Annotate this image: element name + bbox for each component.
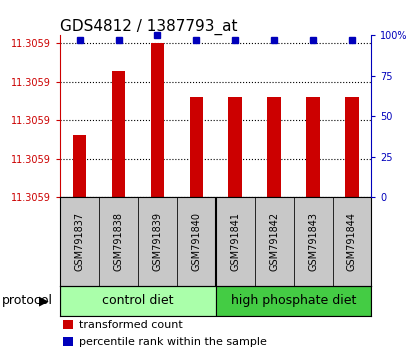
Bar xyxy=(60,286,216,316)
Bar xyxy=(345,97,359,197)
Text: GSM791839: GSM791839 xyxy=(152,212,162,271)
Bar xyxy=(60,197,99,286)
Text: GSM791841: GSM791841 xyxy=(230,212,240,271)
Text: percentile rank within the sample: percentile rank within the sample xyxy=(79,337,267,347)
Bar xyxy=(294,197,332,286)
Bar xyxy=(228,97,242,197)
Bar xyxy=(73,136,86,197)
Text: GSM791837: GSM791837 xyxy=(75,212,85,271)
Text: GSM791842: GSM791842 xyxy=(269,212,279,271)
Bar xyxy=(138,197,177,286)
Text: high phosphate diet: high phosphate diet xyxy=(231,295,356,308)
Bar xyxy=(63,320,73,329)
Text: GSM791843: GSM791843 xyxy=(308,212,318,271)
Text: GSM791840: GSM791840 xyxy=(191,212,201,271)
Bar xyxy=(216,286,371,316)
Bar xyxy=(306,97,320,197)
Text: GSM791838: GSM791838 xyxy=(114,212,124,271)
Bar xyxy=(63,337,73,346)
Bar xyxy=(267,97,281,197)
Text: GDS4812 / 1387793_at: GDS4812 / 1387793_at xyxy=(60,19,238,35)
Bar xyxy=(255,197,294,286)
Bar xyxy=(151,43,164,197)
Text: GSM791844: GSM791844 xyxy=(347,212,357,271)
Bar xyxy=(216,197,255,286)
Bar xyxy=(99,197,138,286)
Text: transformed count: transformed count xyxy=(79,320,183,330)
Text: protocol: protocol xyxy=(2,295,53,308)
Bar xyxy=(190,97,203,197)
Text: ▶: ▶ xyxy=(39,295,48,308)
Bar xyxy=(332,197,371,286)
Bar xyxy=(112,71,125,197)
Bar xyxy=(177,197,216,286)
Text: control diet: control diet xyxy=(102,295,174,308)
